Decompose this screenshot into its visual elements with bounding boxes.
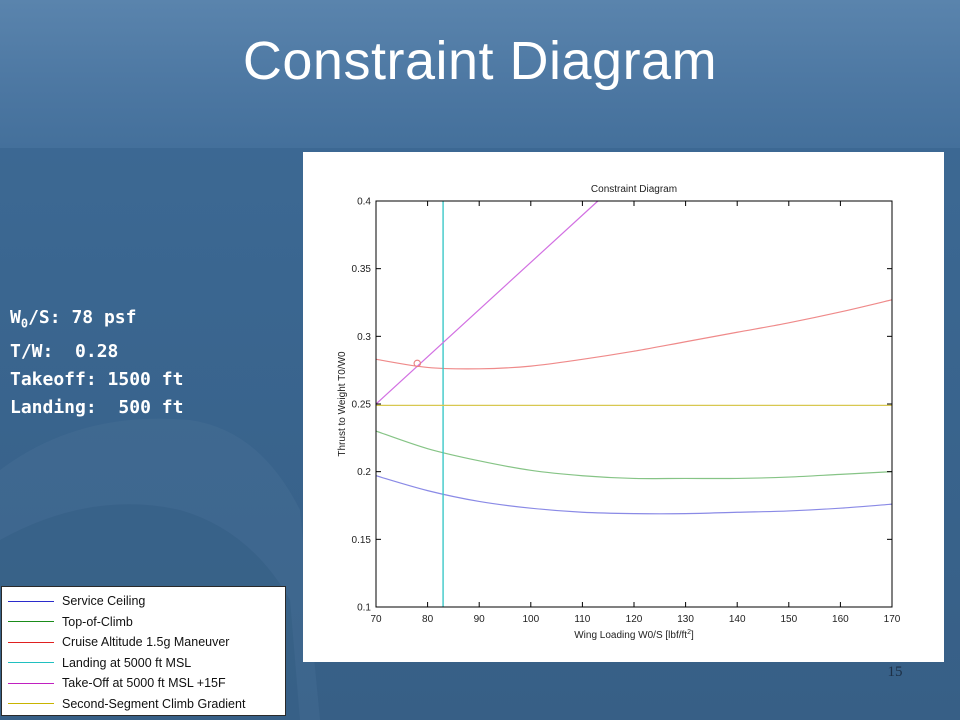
legend-label: Top-of-Climb (62, 614, 133, 629)
y-tick-label: 0.3 (357, 332, 371, 343)
legend-label: Service Ceiling (62, 594, 146, 608)
legend-label: Cruise Altitude 1.5g Maneuver (62, 635, 230, 649)
y-tick-label: 0.4 (357, 197, 371, 208)
x-axis-label: Wing Loading W0/S [lbf/ft2] (574, 629, 694, 641)
takeoff-stat: Takeoff: 1500 ft (10, 366, 183, 394)
takeoff-label: Takeoff: (10, 368, 97, 390)
chart-legend: Service Ceiling Top-of-Climb Cruise Altitu… (1, 586, 286, 716)
x-tick-label: 80 (422, 614, 434, 625)
series-line-top-of-climb (375, 430, 893, 480)
header-band (0, 0, 960, 148)
thrust-to-weight-stat: T/W: 0.28 (10, 338, 183, 366)
chart-panel: Constraint Diagram 70 80 90 100 110 120 130 140… (303, 152, 944, 662)
x-tick-label: 120 (626, 614, 643, 625)
design-stats: W0/S: 78 psf T/W: 0.28 Takeoff: 1500 ft … (10, 304, 183, 422)
y-tick-label: 0.2 (357, 467, 371, 478)
x-tick-label: 90 (474, 614, 486, 625)
x-tick-label: 150 (780, 614, 797, 625)
page-number: 15 (887, 664, 903, 680)
x-tick-label: 160 (832, 614, 849, 625)
legend-swatch (8, 682, 54, 684)
x-tick-label: 170 (884, 614, 901, 625)
y-tick-label: 0.1 (357, 603, 371, 614)
series-layer (375, 200, 893, 607)
x-axis-label-end: ] (691, 630, 694, 641)
y-tick-label: 0.25 (352, 400, 372, 411)
series-line-take-off-at-5000-ft-msl-15f (375, 200, 599, 405)
design-point-marker (413, 359, 422, 368)
constraint-chart: Constraint Diagram 70 80 90 100 110 120 130 140… (337, 184, 901, 641)
wing-loading-label-rest: /S: (28, 307, 61, 328)
y-tick-label: 0.15 (352, 535, 372, 546)
x-tick-label: 100 (522, 614, 539, 625)
legend-item: Take-Off at 5000 ft MSL +15F (8, 673, 226, 693)
series-line-service-ceiling (375, 475, 893, 515)
wing-loading-value: 78 psf (71, 307, 137, 328)
wing-loading-label: W (10, 307, 21, 328)
y-tick-label: 0.35 (352, 264, 372, 275)
legend-swatch (8, 662, 54, 663)
legend-item: Service Ceiling (8, 591, 145, 611)
plot-frame (375, 200, 893, 608)
legend-label: Take-Off at 5000 ft MSL +15F (62, 676, 226, 690)
legend-label: Landing at 5000 ft MSL (62, 655, 192, 670)
legend-label: Second-Segment Climb Gradient (62, 696, 246, 711)
ticks-layer: 70 80 90 100 110 120 130 140 150 160 170 0.1 0.15 0.2… (352, 197, 901, 626)
x-axis-label-sup: 2 (687, 629, 691, 636)
wing-loading-stat: W0/S: 78 psf (10, 304, 183, 338)
legend-swatch (8, 641, 54, 643)
thrust-to-weight-value: 0.28 (75, 340, 119, 362)
thrust-to-weight-label: T/W: (10, 340, 54, 362)
wing-loading-subscript: 0 (20, 316, 29, 331)
x-tick-label: 130 (677, 614, 694, 625)
x-tick-label: 110 (574, 614, 590, 625)
takeoff-value: 1500 ft (107, 368, 184, 390)
slide-title: Constraint Diagram (242, 31, 718, 91)
legend-item: Top-of-Climb (8, 612, 133, 632)
x-tick-label: 140 (729, 614, 746, 625)
legend-swatch (8, 621, 54, 622)
landing-label: Landing: (10, 396, 97, 418)
x-axis-label-text: Wing Loading W0/S [lbf/ft (574, 630, 687, 641)
landing-value: 500 ft (118, 396, 184, 418)
landing-stat: Landing: 500 ft (10, 394, 183, 422)
series-line-cruise-altitude-1-5g-maneuver (375, 299, 893, 370)
legend-item: Landing at 5000 ft MSL (8, 653, 191, 673)
y-axis-label: Thrust to Weight T0/W0 (337, 351, 348, 457)
chart-title: Constraint Diagram (591, 184, 677, 195)
legend-swatch (8, 600, 54, 602)
legend-item: Second-Segment Climb Gradient (8, 694, 245, 714)
legend-swatch (8, 703, 54, 704)
x-tick-label: 70 (370, 614, 382, 625)
legend-item: Cruise Altitude 1.5g Maneuver (8, 632, 229, 652)
